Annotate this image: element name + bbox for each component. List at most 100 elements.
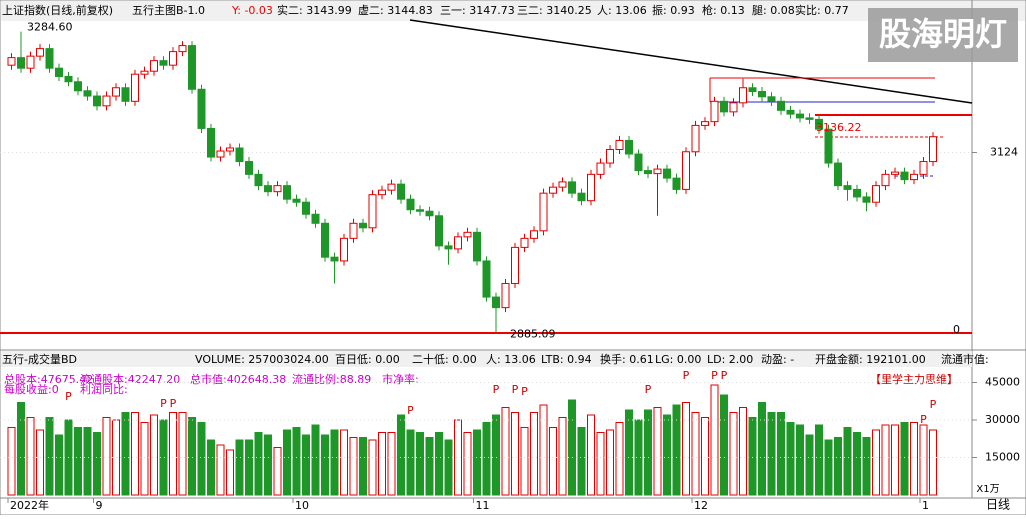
x-tick-label: 12 (694, 499, 708, 512)
x-tick-label: 10 (295, 499, 309, 512)
volume-bar (463, 432, 472, 496)
candle-body (872, 185, 880, 203)
x-tick-label: 1 (922, 499, 929, 512)
volume-bar (321, 434, 329, 496)
volume-bar (169, 412, 177, 496)
candle-body (663, 168, 671, 179)
candle-body (891, 171, 899, 175)
fundamental-item: 利润同比: (80, 382, 128, 396)
candle-body (359, 222, 367, 229)
candle-body (843, 185, 852, 190)
volume-bar (226, 449, 234, 496)
volume-bar (511, 412, 519, 496)
volume-bar (672, 404, 681, 496)
volume-bar (729, 412, 738, 496)
candle-body (74, 81, 82, 92)
volume-bar (634, 419, 643, 496)
volume-bar (786, 422, 795, 496)
candle-body (454, 236, 462, 250)
volume-bar (919, 424, 928, 496)
volume-bar (577, 427, 586, 496)
volume-bar (368, 439, 377, 496)
volume-bar (7, 427, 16, 496)
volume-bar (302, 434, 310, 496)
marker: P (407, 404, 414, 417)
zero-label: 0 (953, 323, 960, 336)
candle-body (254, 173, 263, 187)
volume-bar (824, 439, 833, 496)
candle-body (273, 185, 282, 193)
volume-bar (815, 424, 823, 496)
candle-body (815, 118, 823, 130)
x-tick-label: 9 (96, 499, 103, 512)
marker: P (493, 383, 500, 396)
volume-bar (739, 407, 747, 496)
header-item: 振: 0.93 (652, 3, 695, 17)
volume-bar (834, 437, 842, 496)
volume-bar (330, 429, 339, 496)
volume-bar (435, 432, 443, 496)
volume-header-item: LG: 0.00 (655, 353, 701, 366)
volume-bar (197, 422, 206, 496)
candle-body (45, 48, 54, 69)
candle-body (188, 45, 196, 90)
candle-body (340, 237, 348, 262)
candle-body (93, 95, 101, 107)
fundamental-item: 总市值:402648.38 (190, 372, 286, 386)
volume-bar (397, 414, 405, 496)
fundamental-item: 总股本:47675.42 (4, 372, 93, 386)
candle-body (7, 57, 16, 66)
candle-body (26, 55, 35, 69)
candle-body (682, 151, 690, 190)
volume-bar (311, 424, 320, 496)
candle-body (653, 168, 662, 175)
marker: P (521, 385, 528, 398)
candle-body (568, 181, 576, 194)
logo-box (868, 8, 1018, 62)
candle-body (511, 246, 519, 285)
volume-bar (159, 419, 168, 496)
volume-bar (55, 434, 63, 496)
candle-body (425, 210, 434, 217)
candle-body (302, 201, 310, 215)
trend-line (409, 19, 973, 104)
marker: P (645, 383, 652, 396)
fundamental-item: 流通比例:88.89 (292, 372, 371, 386)
fundamental-item: 流通股本:42247.20 (80, 372, 180, 386)
marker: P (512, 383, 519, 396)
candle-body (397, 183, 405, 200)
volume-bar (910, 422, 918, 496)
volume-bar (292, 427, 301, 496)
volume-bar (777, 412, 785, 496)
volume-header-item: 五行-成交量BD (2, 352, 77, 366)
candle-body (150, 60, 158, 72)
volume-bar (843, 427, 852, 496)
candle-body (919, 161, 928, 175)
volume-bar (245, 439, 253, 496)
candle-body (596, 162, 605, 175)
volume-bar (900, 422, 909, 496)
candle-body (235, 147, 244, 163)
candle-body (216, 150, 225, 158)
candle-body (387, 183, 396, 191)
volume-bar (539, 404, 548, 496)
candle-body (102, 95, 111, 107)
volume-header-item: 换手: 0.61 (600, 352, 654, 366)
volume-bar (881, 424, 890, 496)
volume-bar (93, 432, 101, 496)
candle-body (140, 70, 149, 75)
volume-bar (929, 429, 937, 496)
volume-header-bar (1, 351, 972, 367)
candle-body (226, 147, 234, 152)
marker: P (160, 397, 167, 410)
header-item: 人: 13.06 (597, 4, 647, 17)
volume-bar (207, 439, 215, 496)
header-item: 枪: 0.13 (702, 3, 745, 17)
candle-body (786, 109, 795, 115)
volume-bar (758, 402, 766, 496)
marker: P (65, 390, 72, 403)
volume-bar (558, 417, 567, 496)
volume-bar (596, 432, 605, 496)
candle-body (169, 51, 177, 66)
header-item: 虚二: 3144.83 (358, 4, 433, 17)
